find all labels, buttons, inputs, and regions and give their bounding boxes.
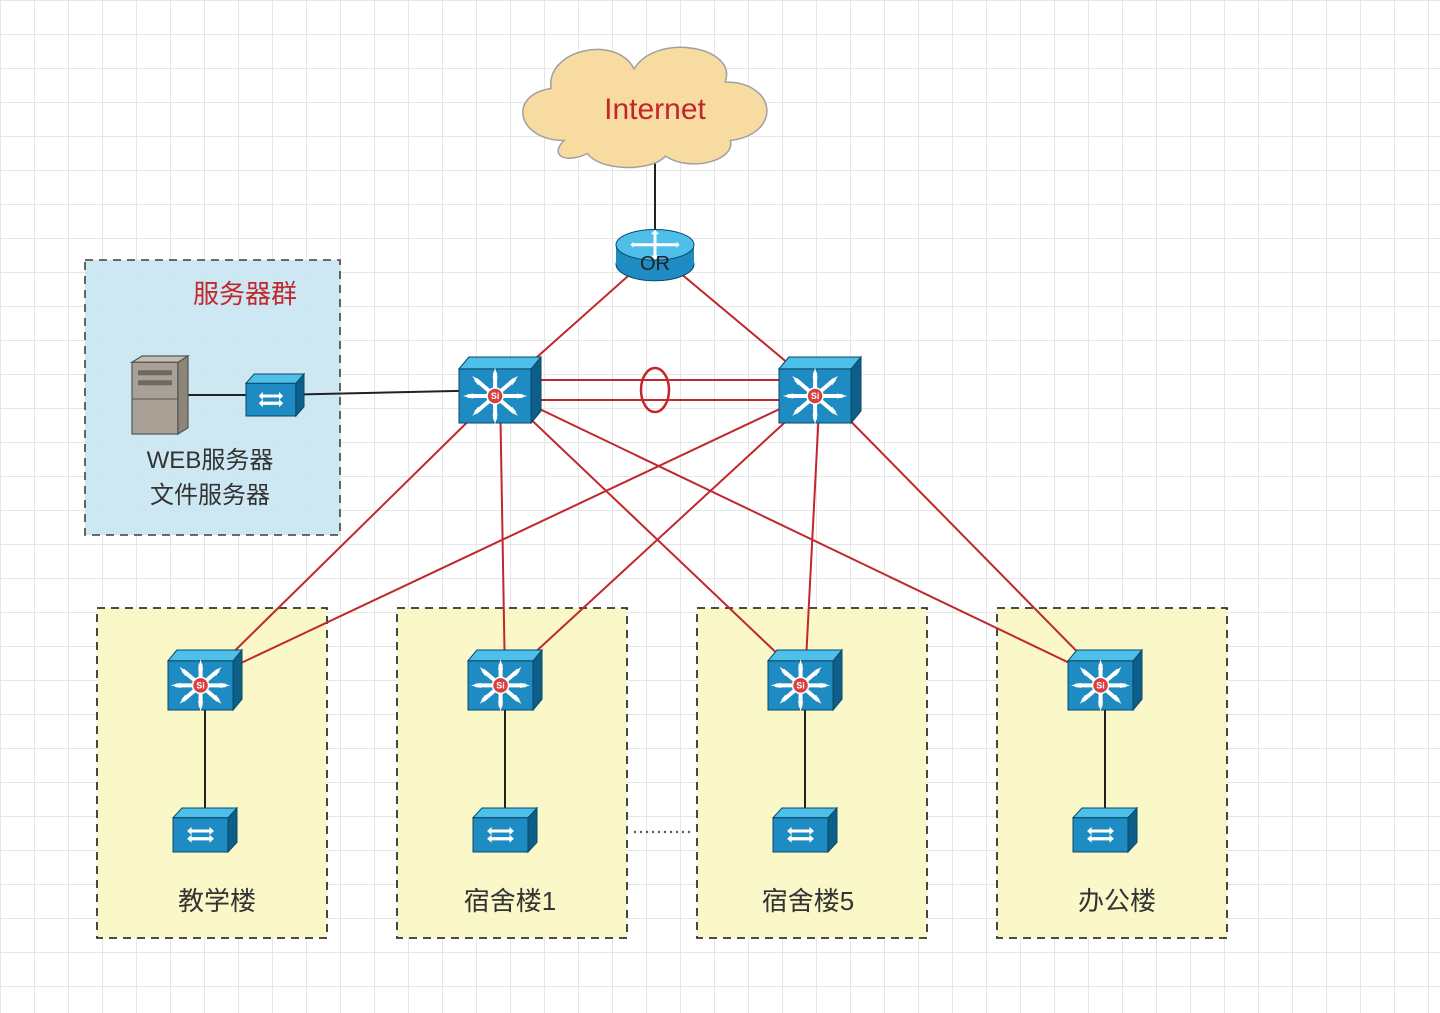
label: Internet [505, 93, 805, 127]
switch-icon [473, 808, 537, 852]
etherchannel-ring-icon [641, 368, 669, 412]
l3-switch-icon: Si [459, 357, 541, 424]
switch-icon [773, 808, 837, 852]
l3-switch-icon: Si [468, 650, 542, 712]
ellipsis-dot [664, 831, 666, 833]
label: 服务器群 [95, 274, 395, 311]
ellipsis-dot [658, 831, 660, 833]
l3-switch-icon: Si [1068, 650, 1142, 712]
server-icon [132, 356, 188, 434]
ellipsis-dot [646, 831, 648, 833]
l3-switch-icon: Si [779, 357, 861, 424]
switch-icon [1073, 808, 1137, 852]
ellipsis-dot [682, 831, 684, 833]
ellipsis-dot [688, 831, 690, 833]
svg-text:Si: Si [811, 391, 820, 401]
label: 教学楼 [67, 881, 367, 918]
ellipsis-dot [634, 831, 636, 833]
ellipsis-dot [640, 831, 642, 833]
svg-text:Si: Si [1096, 680, 1105, 690]
svg-text:Si: Si [491, 391, 500, 401]
ellipsis-dot [676, 831, 678, 833]
label: OR [505, 253, 805, 276]
l3-switch-icon: Si [768, 650, 842, 712]
switch-icon [246, 374, 304, 416]
label: 宿舍楼1 [360, 881, 660, 918]
label: 办公楼 [967, 881, 1267, 918]
ellipsis-dot [652, 831, 654, 833]
svg-text:Si: Si [196, 680, 205, 690]
label: WEB服务器文件服务器 [60, 440, 360, 510]
svg-text:Si: Si [796, 680, 805, 690]
ellipsis-dot [670, 831, 672, 833]
l3-switch-icon: Si [168, 650, 242, 712]
switch-icon [173, 808, 237, 852]
svg-text:Si: Si [496, 680, 505, 690]
label: 宿舍楼5 [658, 881, 958, 918]
